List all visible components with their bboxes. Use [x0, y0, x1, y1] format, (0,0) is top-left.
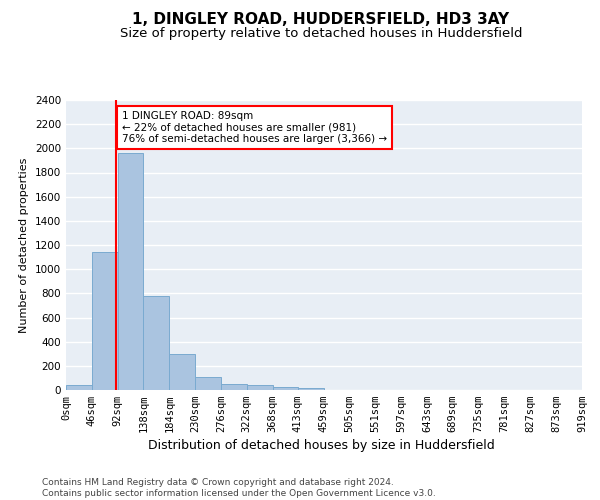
- Bar: [143, 296, 169, 390]
- Bar: [66, 385, 92, 390]
- Bar: [298, 388, 324, 390]
- Bar: [272, 387, 298, 390]
- Y-axis label: Number of detached properties: Number of detached properties: [19, 158, 29, 332]
- Bar: [92, 252, 118, 390]
- Text: Size of property relative to detached houses in Huddersfield: Size of property relative to detached ho…: [120, 28, 522, 40]
- Bar: [118, 153, 143, 390]
- Bar: [247, 386, 272, 390]
- Text: Contains HM Land Registry data © Crown copyright and database right 2024.
Contai: Contains HM Land Registry data © Crown c…: [42, 478, 436, 498]
- Bar: [221, 384, 247, 390]
- Text: Distribution of detached houses by size in Huddersfield: Distribution of detached houses by size …: [148, 440, 494, 452]
- Text: 1, DINGLEY ROAD, HUDDERSFIELD, HD3 3AY: 1, DINGLEY ROAD, HUDDERSFIELD, HD3 3AY: [133, 12, 509, 28]
- Bar: [195, 378, 221, 390]
- Text: 1 DINGLEY ROAD: 89sqm
← 22% of detached houses are smaller (981)
76% of semi-det: 1 DINGLEY ROAD: 89sqm ← 22% of detached …: [122, 111, 387, 144]
- Bar: [169, 354, 195, 390]
